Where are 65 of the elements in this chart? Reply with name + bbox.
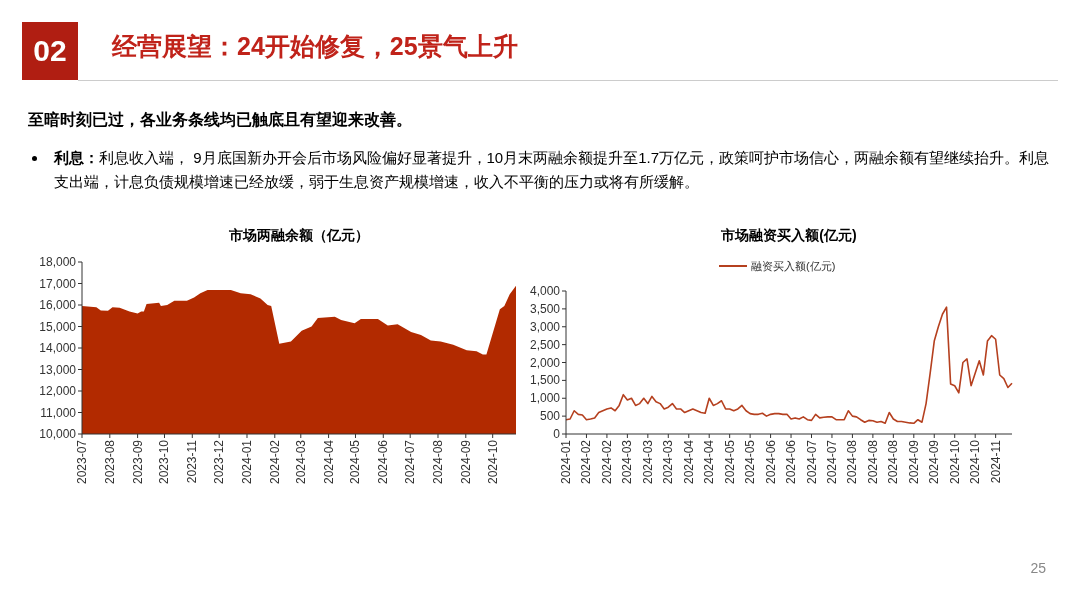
x-tick-label: 2024-02 [579, 439, 594, 485]
x-tick-label: 2024-02 [267, 439, 282, 485]
y-tick-label: 2,000 [529, 355, 561, 370]
legend-label: 融资买入额(亿元) [751, 260, 836, 272]
x-tick-label: 2024-06 [376, 439, 391, 485]
x-tick-label: 2024-02 [599, 439, 614, 485]
chart-title: 市场融资买入额(亿元) [720, 227, 857, 243]
y-tick-label: 1,000 [529, 391, 561, 406]
x-tick-label: 2024-03 [293, 439, 308, 485]
y-tick-label: 18,000 [39, 255, 77, 269]
x-tick-label: 2023-09 [130, 439, 145, 485]
x-tick-label: 2024-04 [321, 439, 336, 485]
x-tick-label: 2023-12 [212, 439, 227, 485]
y-tick-label: 15,000 [39, 319, 77, 334]
y-tick-label: 14,000 [39, 341, 77, 355]
x-tick-label: 2024-09 [927, 439, 942, 485]
x-tick-label: 2024-01 [559, 439, 573, 485]
x-tick-label: 2023-08 [102, 439, 117, 485]
line-series [565, 306, 1013, 425]
x-tick-label: 2024-07 [804, 439, 819, 485]
text: 25 [1030, 560, 1046, 576]
x-tick-label: 2024-03 [661, 439, 676, 485]
y-tick-label: 12,000 [39, 384, 77, 398]
x-tick-label: 2024-05 [348, 439, 363, 485]
x-tick-label: 2024-06 [784, 439, 799, 485]
x-tick-label: 2024-09 [458, 439, 473, 485]
x-tick-label: 2024-08 [430, 439, 445, 485]
x-tick-label: 2024-08 [865, 439, 880, 485]
x-tick-label: 2024-09 [906, 439, 921, 485]
y-tick-label: 11,000 [40, 405, 77, 420]
x-tick-label: 2023-10 [157, 439, 172, 485]
y-tick-label: 10,000 [39, 427, 77, 441]
x-tick-label: 2023-11 [185, 439, 200, 484]
x-tick-label: 2024-06 [763, 439, 778, 485]
y-tick-label: 500 [539, 409, 561, 424]
y-tick-label: 0 [553, 427, 561, 441]
y-tick-label: 17,000 [39, 276, 77, 291]
chart-title: 市场两融余额（亿元） [228, 227, 369, 243]
text: 经营展望：24开始修复，25景气上升 [112, 31, 518, 62]
x-tick-label: 2024-08 [845, 439, 860, 485]
x-tick-label: 2024-07 [824, 439, 839, 485]
text: 02 [22, 22, 78, 80]
y-tick-label: 1,500 [529, 373, 561, 388]
text: 利息：利息收入端， 9月底国新办开会后市场风险偏好显著提升，10月末两融余额提升至1.7万亿元，政策呵护市场信心，两融余额有望继续抬升。利息支出端，计息负债规模增速已经放缓，弱于生息资产规模增速，收入不平衡的压力或将有所缓解。 [53, 148, 1051, 192]
y-tick-label: 16,000 [39, 298, 77, 312]
x-tick-label: 2024-11 [988, 439, 1003, 484]
x-tick-label: 2024-04 [702, 439, 717, 485]
x-tick-label: 2024-10 [968, 439, 983, 485]
y-tick-label: 2,500 [529, 337, 561, 352]
x-tick-label: 2024-10 [485, 439, 500, 485]
text: 至暗时刻已过，各业务条线均已触底且有望迎来改善。 [28, 110, 412, 130]
y-tick-label: 3,500 [529, 301, 561, 316]
x-tick-label: 2024-03 [620, 439, 635, 485]
y-tick-label: 3,000 [529, 319, 561, 334]
x-tick-label: 2024-10 [947, 439, 962, 485]
x-tick-label: 2024-03 [640, 439, 655, 485]
x-tick-label: 2024-08 [886, 439, 901, 485]
x-tick-label: 2024-05 [722, 439, 737, 485]
x-tick-label: 2024-07 [403, 439, 418, 485]
x-tick-label: 2024-04 [681, 439, 696, 485]
y-tick-label: 13,000 [39, 362, 77, 377]
x-tick-label: 2024-05 [743, 439, 758, 485]
y-tick-label: 4,000 [529, 284, 561, 298]
x-tick-label: 2024-01 [239, 439, 254, 485]
x-tick-label: 2023-07 [75, 439, 89, 485]
